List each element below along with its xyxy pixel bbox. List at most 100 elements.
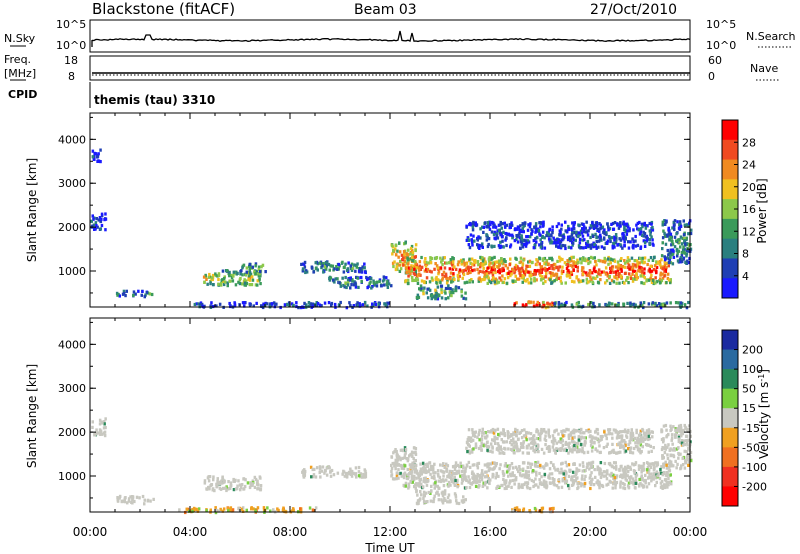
power-cell (640, 281, 643, 285)
power-cell (451, 263, 454, 267)
power-cell (546, 268, 549, 272)
power-cell (354, 269, 357, 273)
power-cell (529, 222, 532, 226)
power-cell (249, 273, 252, 277)
velocity-cell (591, 435, 594, 439)
velocity-cell (621, 481, 625, 486)
velocity-cell (660, 471, 663, 475)
power-cell (649, 233, 652, 237)
velocity-cell (482, 481, 485, 485)
power-cell (518, 236, 522, 240)
power-cell (613, 235, 616, 239)
velocity-cell (505, 485, 508, 489)
power-cell (500, 261, 504, 265)
velocity-cell (613, 466, 616, 470)
power-cell (439, 266, 443, 270)
velocity-cell (422, 464, 426, 469)
power-cell (424, 280, 427, 285)
velocity-cell (232, 477, 235, 482)
velocity-cell (391, 461, 394, 466)
power-cell (578, 241, 582, 245)
velocity-cell (595, 427, 599, 432)
power-cell (581, 279, 585, 283)
power-cell (275, 302, 278, 306)
power-cell (97, 152, 100, 156)
power-cell (226, 281, 229, 285)
power-cell (610, 236, 614, 240)
power-cell (485, 272, 488, 276)
velocity-cell (448, 482, 451, 486)
power-cell (269, 302, 272, 306)
velocity-cell (562, 429, 565, 433)
power-cell (594, 221, 598, 225)
velocity-cell (526, 446, 529, 450)
velocity-cell (654, 461, 657, 465)
velocity-cell (551, 434, 555, 438)
power-cell (486, 281, 489, 285)
power-cell (485, 274, 488, 279)
power-cell (303, 301, 306, 305)
power-cell (496, 229, 499, 233)
velocity-cell (508, 435, 511, 439)
velocity-cell (310, 475, 313, 479)
power-cell (411, 253, 415, 257)
power-cell (681, 248, 685, 252)
velocity-cell (608, 428, 612, 432)
velocity-cell (446, 474, 449, 479)
velocity-cell (231, 508, 235, 512)
velocity-cell (345, 474, 349, 479)
velocity-cell (104, 417, 107, 421)
colorbar-swatch (722, 258, 738, 279)
power-cell (333, 302, 337, 307)
velocity-cell (318, 465, 322, 469)
power-cell (594, 232, 597, 236)
power-cell (396, 249, 399, 253)
velocity-cell (241, 506, 245, 510)
power-colorbar-tick: 20 (742, 181, 756, 194)
power-cell (577, 231, 580, 235)
velocity-cell (618, 435, 621, 439)
power-cell (134, 292, 137, 296)
power-cell (680, 253, 684, 258)
velocity-cell (593, 441, 596, 445)
power-cell (541, 230, 545, 234)
power-colorbar-label: Power [dB] (755, 178, 769, 243)
velocity-cell (668, 459, 671, 463)
power-cell (527, 270, 530, 274)
power-cell (519, 270, 523, 274)
power-cell (244, 273, 248, 277)
velocity-cell (481, 430, 484, 434)
power-cell (643, 256, 647, 260)
velocity-cell (527, 474, 530, 478)
power-cell (415, 266, 418, 270)
velocity-cell (464, 466, 468, 470)
power-cell (529, 270, 532, 274)
velocity-cell (660, 447, 664, 452)
power-cell (462, 258, 465, 262)
velocity-cell (208, 475, 212, 479)
power-cell (631, 237, 634, 241)
velocity-cell (403, 446, 407, 450)
power-cell (566, 259, 569, 263)
velocity-cell (684, 434, 688, 438)
power-cell (608, 304, 611, 308)
velocity-cell (415, 469, 419, 473)
power-cell (669, 232, 673, 236)
velocity-cell (636, 441, 640, 445)
power-cell (448, 267, 452, 271)
velocity-cell (629, 481, 633, 485)
power-cell (247, 271, 250, 275)
velocity-cell (528, 437, 531, 441)
power-cell (514, 279, 517, 283)
velocity-cell (640, 477, 643, 481)
velocity-cell (511, 473, 514, 477)
velocity-cell (453, 475, 456, 480)
velocity-cell (630, 436, 633, 440)
velocity-cell (491, 475, 494, 479)
power-cell (650, 220, 654, 225)
velocity-cell (403, 455, 406, 459)
power-cell (622, 233, 625, 238)
power-cell (466, 271, 469, 275)
velocity-cell (216, 479, 219, 483)
power-cell (210, 301, 213, 305)
